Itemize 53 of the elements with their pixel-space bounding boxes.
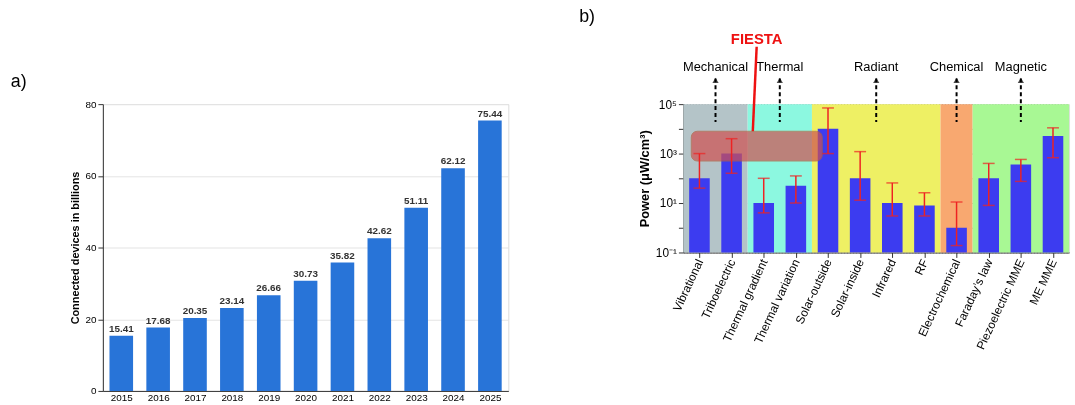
data-label: 35.82: [330, 249, 356, 261]
data-label: 42.62: [366, 225, 393, 237]
y-axis-title: Connected devices in billions: [69, 171, 82, 325]
x-tick-label: 2024: [442, 392, 466, 404]
bar: [220, 307, 244, 391]
data-label: 17.68: [145, 314, 171, 326]
band-label: Radiant: [854, 59, 899, 75]
chart-title: b): [579, 6, 596, 27]
bar: [109, 335, 134, 391]
x-tick-label: 2015: [110, 392, 134, 404]
band-label: Magnetic: [994, 59, 1048, 75]
band-label: FIESTA: [730, 30, 783, 47]
x-tick-label: 2017: [184, 392, 207, 404]
chart-title: a): [10, 71, 27, 92]
bar: [183, 317, 207, 391]
y-tick-label: 10⁻¹: [655, 245, 677, 260]
bar: [330, 262, 355, 391]
x-tick-label: 2025: [479, 392, 502, 404]
x-tick-label: 2018: [221, 392, 244, 404]
band-label: Chemical: [929, 59, 984, 75]
band-label: Mechanical: [683, 59, 748, 75]
y-tick-label: 20: [85, 313, 97, 325]
x-tick-label: 2023: [405, 392, 429, 404]
x-tick-label: 2021: [331, 392, 355, 404]
y-tick-label: 10³: [659, 147, 677, 162]
bar: [146, 327, 170, 391]
y-tick-label: 10¹: [659, 196, 677, 211]
y-tick-label: 60: [85, 170, 97, 182]
bar: [256, 295, 281, 391]
x-tick-label: 2022: [368, 392, 391, 404]
bar: [367, 238, 392, 391]
x-tick-label: 2019: [258, 392, 281, 404]
data-label: 30.73: [293, 267, 319, 279]
bar: [404, 207, 428, 391]
data-label: 51.11: [404, 194, 429, 206]
x-tick-label: 2020: [295, 392, 318, 404]
y-tick-label: 40: [85, 241, 97, 253]
data-label: 15.41: [108, 322, 135, 334]
y-axis-title: Power (μW/cm³): [636, 130, 652, 228]
x-tick-label: ME MME: [1026, 256, 1060, 308]
data-label: 26.66: [256, 282, 282, 294]
band-label: Thermal: [756, 59, 804, 75]
data-label: 62.12: [440, 155, 466, 167]
y-tick-label: 0: [90, 385, 97, 397]
bar: [293, 280, 318, 391]
y-tick-label: 10⁵: [658, 97, 678, 112]
data-label: 75.44: [477, 107, 503, 119]
bar: [478, 120, 502, 391]
x-tick-label: 2016: [147, 392, 171, 404]
data-label: 20.35: [182, 305, 208, 317]
y-tick-label: 80: [85, 98, 97, 110]
data-label: 23.14: [219, 295, 245, 307]
bar: [441, 168, 465, 391]
